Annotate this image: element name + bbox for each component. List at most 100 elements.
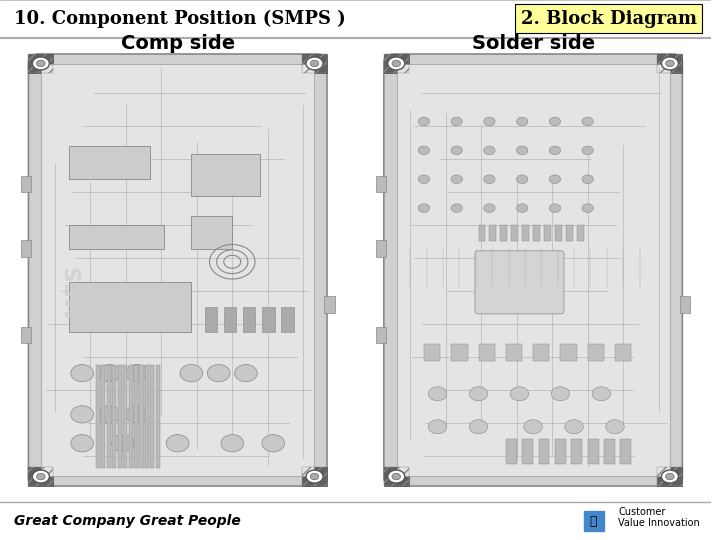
Circle shape [549,175,561,184]
Circle shape [469,420,487,434]
Bar [156,365,160,468]
Bar [224,307,236,332]
Text: Comp side: Comp side [121,33,235,53]
Circle shape [484,175,495,184]
Bar [68,146,150,179]
Bar [560,345,577,361]
Bar [145,365,149,468]
Bar [21,240,31,256]
Bar [41,64,314,476]
Circle shape [235,364,257,382]
Bar [615,345,631,361]
Bar [544,225,551,241]
Circle shape [662,470,678,483]
Bar [140,365,143,468]
FancyBboxPatch shape [384,54,683,486]
Circle shape [112,435,135,452]
Bar [28,467,53,486]
Circle shape [484,204,495,212]
Bar [28,467,53,486]
FancyBboxPatch shape [28,54,327,486]
Circle shape [310,473,319,480]
Bar [588,345,604,361]
Bar [384,54,409,73]
FancyBboxPatch shape [475,251,564,314]
Circle shape [549,146,561,154]
Bar [533,225,540,241]
Circle shape [516,146,528,154]
Bar [376,176,387,192]
Bar [384,467,409,486]
Circle shape [666,60,674,66]
Bar [117,365,122,468]
Bar [604,439,615,464]
Circle shape [428,420,447,434]
Circle shape [451,204,462,212]
Bar [451,345,467,361]
Text: 2. Block Diagram: 2. Block Diagram [521,10,696,28]
Circle shape [516,204,528,212]
Text: Customer
Value Innovation: Customer Value Innovation [618,507,700,528]
Circle shape [418,204,430,212]
Circle shape [310,60,319,66]
Text: Solder side: Solder side [472,33,595,53]
Circle shape [262,435,284,452]
Bar [192,217,233,249]
Bar [302,467,327,486]
Bar [129,365,132,468]
Circle shape [221,435,243,452]
Bar [123,365,127,468]
Bar [28,54,53,73]
Bar [243,307,256,332]
Circle shape [582,204,593,212]
Bar [621,439,631,464]
Bar [479,345,495,361]
Bar [68,225,164,249]
Circle shape [207,364,230,382]
Bar [107,365,111,468]
Circle shape [469,387,487,401]
Bar [376,327,387,343]
Circle shape [484,117,495,126]
Bar [657,467,683,486]
Circle shape [392,473,400,480]
Bar [21,176,31,192]
Circle shape [98,406,121,423]
Bar [511,225,518,241]
Circle shape [428,387,447,401]
Circle shape [388,57,405,70]
Circle shape [306,470,323,483]
Text: 10. Component Position (SMPS ): 10. Component Position (SMPS ) [14,10,346,28]
Bar [325,296,335,313]
Bar [0,0,711,38]
Bar [302,54,327,73]
Bar [555,439,566,464]
Circle shape [306,57,323,70]
Circle shape [32,57,50,70]
Circle shape [418,175,430,184]
Bar [150,365,155,468]
Bar [21,327,31,343]
Bar [657,54,683,73]
Bar [384,54,409,73]
Circle shape [549,117,561,126]
Bar [376,240,387,256]
Circle shape [125,364,148,382]
Bar [397,64,670,476]
Bar [505,439,517,464]
Circle shape [582,117,593,126]
Bar [588,439,598,464]
Bar [539,439,549,464]
Bar [657,54,683,73]
Bar [96,365,100,468]
Bar [479,225,485,241]
Circle shape [606,420,624,434]
Bar [134,365,138,468]
Circle shape [37,473,45,480]
Circle shape [582,175,593,184]
Bar [505,345,522,361]
Circle shape [418,117,430,126]
Circle shape [549,204,561,212]
Circle shape [564,420,583,434]
Bar [205,307,217,332]
